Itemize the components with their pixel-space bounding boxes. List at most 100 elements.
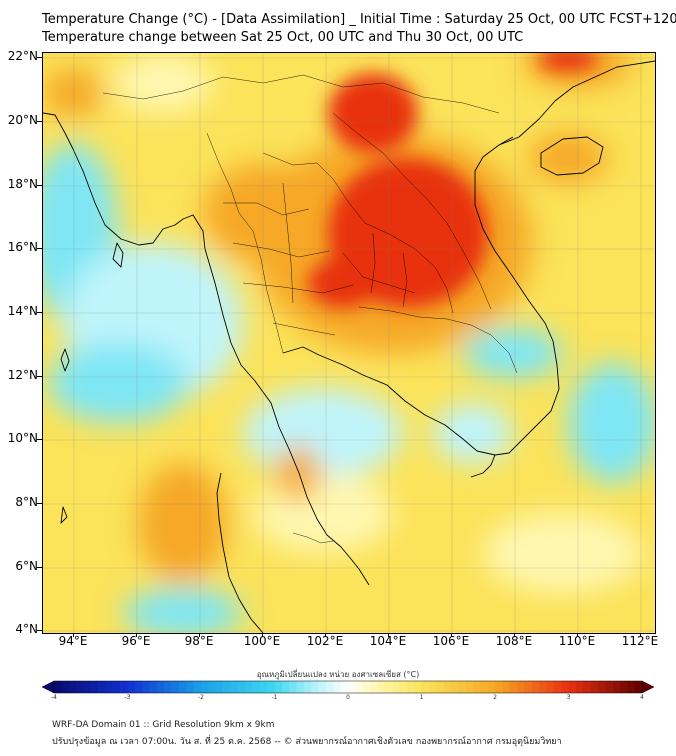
- colorbar-segment: [377, 681, 386, 693]
- colorbar-segment: [480, 681, 488, 693]
- colorbar-segment: [61, 681, 69, 693]
- longitude-tick: [136, 633, 137, 637]
- colorbar-segment: [333, 681, 341, 693]
- longitude-label: 100°E: [243, 634, 281, 648]
- colorbar-tick-label: -3: [124, 694, 131, 701]
- hot-zone-guangxi: [538, 53, 598, 71]
- longitude-label: 106°E: [432, 634, 470, 648]
- colorbar-segment: [605, 681, 613, 693]
- longitude-tick: [640, 633, 641, 637]
- border-laos-vietnam: [332, 112, 492, 310]
- colorbar-segment: [252, 681, 261, 693]
- latitude-label: 4°N: [15, 622, 38, 636]
- colorbar-segment: [370, 681, 378, 693]
- colorbar-segment: [495, 681, 503, 693]
- latitude-tick: [37, 57, 42, 58]
- colorbar-segment: [443, 681, 452, 693]
- colorbar-segment: [186, 681, 194, 693]
- longitude-tick: [577, 633, 578, 637]
- longitude-label: 110°E: [558, 634, 596, 648]
- colorbar-segment: [193, 681, 202, 693]
- latitude-label: 10°N: [7, 431, 38, 445]
- longitude-tick: [262, 633, 263, 637]
- colorbar-segment: [355, 681, 363, 693]
- border-thai-malaysia: [292, 532, 334, 544]
- colorbar-segment: [634, 681, 643, 693]
- warm-zone-andaman-south: [138, 463, 228, 583]
- pale-zone-mekong: [433, 403, 513, 463]
- colorbar-segment: [428, 681, 437, 693]
- longitude-label: 94°E: [58, 634, 88, 648]
- colorbar-segment: [546, 681, 555, 693]
- colorbar-segment: [90, 681, 99, 693]
- longitude-label: 96°E: [121, 634, 151, 648]
- coastline-hainan: [540, 136, 604, 176]
- colorbar-segment: [392, 681, 400, 693]
- longitude-label: 102°E: [306, 634, 344, 648]
- latitude-label: 14°N: [7, 304, 38, 318]
- longitude-label: 112°E: [621, 634, 659, 648]
- colorbar-tick-label: 2: [493, 694, 497, 701]
- colorbar-segment: [406, 681, 415, 693]
- colorbar-segment: [171, 681, 180, 693]
- latitude-label: 8°N: [15, 495, 38, 509]
- colorbar-segment: [201, 681, 209, 693]
- border-myanmar-thailand: [206, 132, 284, 354]
- colorbar-segment: [54, 681, 62, 693]
- colorbar-segment: [590, 681, 599, 693]
- colorbar-segment: [112, 681, 121, 693]
- coastline-andaman-islands: [60, 242, 124, 524]
- coastline-vietnam-south: [470, 454, 496, 478]
- pale-zone-northwest: [113, 53, 213, 113]
- border-china-north: [102, 74, 500, 114]
- colorbar-segment: [539, 681, 547, 693]
- longitude-label: 98°E: [184, 634, 214, 648]
- colorbar-segment: [458, 681, 466, 693]
- coastline-china-south: [498, 60, 655, 146]
- colorbar-segment: [524, 681, 533, 693]
- colorbar-tick-label: 4: [640, 694, 644, 701]
- colorbar-title: อุณหภูมิเปลี่ยนแปลง หน่วย องศาเซลเซียส (…: [256, 670, 420, 679]
- hot-zone-northeast-thailand: [308, 258, 378, 308]
- colorbar-segment: [384, 681, 393, 693]
- cool-zone-south: [123, 588, 243, 633]
- colorbar-segment: [340, 681, 349, 693]
- colorbar-segment: [575, 681, 584, 693]
- colorbar-segment: [465, 681, 474, 693]
- colorbar-tick-label: -2: [198, 694, 204, 701]
- colorbar-segment: [568, 681, 577, 693]
- warm-zone-north-thailand: [203, 163, 323, 263]
- colorbar-segment: [274, 681, 283, 693]
- longitude-tick: [325, 633, 326, 637]
- colorbar-segment: [619, 681, 628, 693]
- colorbar-tick-label: -4: [51, 694, 57, 701]
- longitude-tick: [451, 633, 452, 637]
- colorbar-segment: [421, 681, 430, 693]
- warm-zone-gulf-south: [276, 445, 320, 501]
- colorbar-segment: [164, 681, 172, 693]
- colorbar-segment: [230, 681, 239, 693]
- colorbar-segment: [68, 681, 77, 693]
- cool-zone-gulf: [243, 388, 403, 478]
- latitude-label: 22°N: [7, 49, 38, 63]
- longitude-label: 104°E: [369, 634, 407, 648]
- colorbar-segment: [120, 681, 128, 693]
- colorbar-segment: [561, 681, 569, 693]
- latitude-label: 20°N: [7, 113, 38, 127]
- colorbar-segment: [142, 681, 150, 693]
- coastline-malay-west: [216, 472, 264, 633]
- colorbar-segment: [237, 681, 246, 693]
- latitude-label: 12°N: [7, 368, 38, 382]
- colorbar-segment: [627, 681, 635, 693]
- colorbar-segment: [517, 681, 525, 693]
- graticule: [43, 53, 655, 633]
- hot-zone-north: [328, 73, 418, 153]
- latitude-tick: [37, 185, 42, 186]
- colorbar-segment: [98, 681, 106, 693]
- colorbar-segment: [583, 681, 591, 693]
- colorbar-segment: [289, 681, 297, 693]
- colorbar-tick-label: 0: [346, 694, 350, 701]
- latitude-tick: [37, 376, 42, 377]
- colorbar-segment: [76, 681, 84, 693]
- cool-zone-cambodia: [463, 328, 563, 378]
